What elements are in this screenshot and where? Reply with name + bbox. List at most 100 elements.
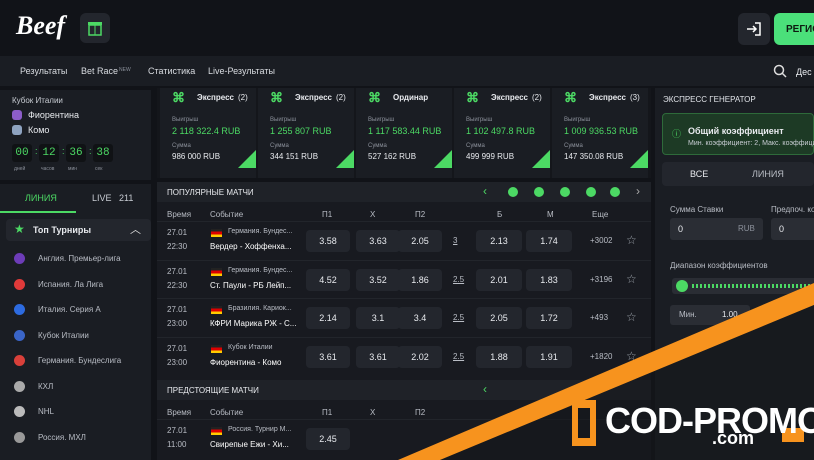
event-name[interactable]: Ст. Паули - РБ Лейп... [210, 280, 292, 290]
register-button[interactable]: РЕГИС [774, 13, 814, 45]
league-item[interactable]: NHL [38, 407, 55, 416]
league-item[interactable]: Испания. Ла Лига [38, 279, 104, 289]
star-icon: ★ [14, 222, 25, 236]
column-header: X [370, 408, 376, 417]
odd-button[interactable]: 2.05 [476, 307, 522, 329]
sport-icon[interactable] [508, 187, 518, 197]
login-button[interactable] [738, 13, 770, 45]
gen-tab[interactable]: ВСЕ [690, 169, 709, 179]
logo[interactable]: Beef [16, 11, 66, 40]
timer-label: дней [14, 166, 26, 172]
odd-button[interactable]: 3.61 [306, 345, 350, 368]
card-label: Сумма [270, 143, 289, 149]
more-markets[interactable]: +1820 [590, 351, 613, 361]
nav-link[interactable]: Live-Результаты [208, 66, 275, 76]
card-sum: 986 000 RUB [172, 152, 221, 161]
nav-link[interactable]: Результаты [20, 66, 68, 76]
favorite-star[interactable]: ☆ [626, 348, 637, 363]
match-row[interactable] [157, 336, 651, 374]
card-icon: ⌘ [466, 90, 479, 105]
league-item[interactable]: Англия. Премьер-лига [38, 254, 121, 263]
gen-tab[interactable]: ЛИНИЯ [752, 169, 784, 179]
card-win: 1 255 807 RUB [270, 126, 332, 136]
odd-button[interactable]: 3.63 [356, 230, 400, 252]
sport-icon[interactable] [586, 187, 596, 197]
match-card[interactable] [0, 90, 151, 180]
sport-icon[interactable] [610, 187, 620, 197]
favorite-star[interactable]: ☆ [626, 310, 637, 324]
column-header: Б [497, 210, 503, 219]
arrow-left[interactable]: ‹ [483, 382, 487, 396]
odd-button[interactable]: 2.05 [398, 230, 442, 252]
event-name[interactable]: Вердер - Хоффенха... [210, 242, 292, 251]
more-markets[interactable]: +3196 [590, 274, 613, 284]
event-name[interactable]: КФРИ Марика РЖ - С... [210, 319, 297, 328]
league-item[interactable]: Германия. Бундеслига [38, 356, 122, 365]
more-markets[interactable]: +493 [590, 313, 609, 322]
favorite-star[interactable]: ☆ [626, 271, 637, 286]
nav-link[interactable]: Статистика [148, 66, 196, 76]
card-label: Сумма [564, 143, 583, 149]
arrow-right[interactable]: › [636, 184, 640, 198]
tab-line[interactable]: ЛИНИЯ [25, 193, 57, 203]
odd-button[interactable]: 2.01 [476, 268, 522, 291]
total-line[interactable]: 2.5 [453, 313, 465, 322]
arrow-left[interactable]: ‹ [483, 184, 487, 198]
odd-button[interactable]: 2.14 [306, 307, 350, 329]
gift-button[interactable] [80, 13, 110, 43]
total-line[interactable]: 3 [453, 236, 458, 245]
nav-link[interactable]: Bet Race [81, 66, 119, 76]
card[interactable] [160, 88, 256, 178]
sport-icon[interactable] [534, 187, 544, 197]
odd-button[interactable]: 1.86 [398, 268, 442, 291]
league-item[interactable]: КХЛ [38, 381, 54, 391]
card[interactable] [258, 88, 354, 178]
more-markets[interactable]: +3002 [590, 236, 613, 245]
match-row[interactable] [157, 419, 651, 456]
column-header: Событие [210, 210, 244, 219]
card-title: Экспресс [295, 93, 332, 102]
league-name: Бразилия. Кариок... [228, 305, 292, 312]
event-name[interactable]: Фиорентина - Комо [210, 357, 282, 367]
search-icon[interactable] [772, 63, 788, 79]
card[interactable] [454, 88, 550, 178]
odd-button[interactable]: 1.91 [526, 345, 572, 368]
event-name[interactable]: Свирепые Ежи - Хи... [210, 440, 289, 449]
match-row[interactable] [157, 259, 651, 297]
odd-button[interactable]: 1.72 [526, 307, 572, 329]
match-row[interactable] [157, 221, 651, 258]
total-line[interactable]: 2.5 [453, 351, 465, 361]
favorite-star[interactable]: ☆ [626, 233, 637, 247]
odd-button[interactable]: 3.58 [306, 230, 350, 252]
league-item[interactable]: Россия. МХЛ [38, 432, 86, 442]
stake-input[interactable] [670, 218, 763, 240]
sport-icon[interactable] [560, 187, 570, 197]
tab-live[interactable]: LIVE [92, 193, 112, 203]
match-time: 23:00 [167, 357, 188, 367]
odd-button[interactable]: 2.02 [398, 345, 442, 368]
odd-button[interactable]: 4.52 [306, 268, 350, 291]
odd-button[interactable]: 3.1 [356, 307, 400, 329]
top-header[interactable] [6, 219, 151, 241]
match-row[interactable] [157, 298, 651, 335]
pref-input[interactable] [771, 218, 814, 240]
league-item[interactable]: Кубок Италии [38, 330, 89, 340]
odd-button[interactable]: 3.52 [356, 268, 400, 291]
league-item[interactable]: Италия. Серия А [38, 305, 101, 314]
range-handle[interactable] [676, 280, 688, 292]
odd-button[interactable]: 2.45 [306, 428, 350, 450]
flag [211, 344, 222, 353]
search-label[interactable]: Дес [796, 67, 812, 77]
card[interactable] [552, 88, 648, 178]
odd-button[interactable]: 1.88 [476, 345, 522, 368]
total-line[interactable]: 2.5 [453, 274, 465, 284]
card[interactable] [356, 88, 452, 178]
card-label: Выигрыш [270, 117, 297, 123]
odd-button[interactable]: 3.4 [398, 307, 442, 329]
odd-button[interactable]: 1.74 [526, 230, 572, 252]
odd-button[interactable]: 2.13 [476, 230, 522, 252]
odd-button[interactable]: 3.61 [356, 345, 400, 368]
column-header: М [547, 210, 554, 219]
odd-button[interactable]: 1.83 [526, 268, 572, 291]
